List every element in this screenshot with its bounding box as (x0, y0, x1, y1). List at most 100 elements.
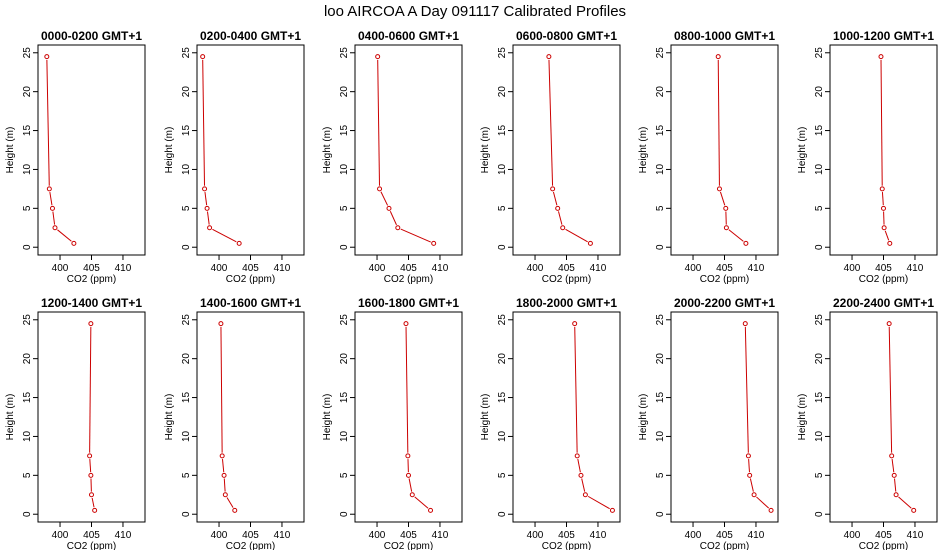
x-tick-label: 410 (432, 263, 449, 274)
x-tick-label: 410 (590, 263, 607, 274)
profile-line-segment (884, 230, 890, 241)
data-point (891, 472, 897, 478)
y-tick-label: 5 (655, 205, 666, 211)
y-tick-label: 15 (497, 125, 508, 137)
y-tick-label: 25 (814, 47, 825, 59)
data-point (89, 492, 94, 498)
x-tick-label: 405 (716, 263, 733, 274)
profile-line-segment (408, 478, 413, 492)
x-tick-label: 410 (274, 530, 291, 541)
data-point (87, 453, 93, 459)
data-point (403, 321, 409, 327)
x-axis-label: CO2 (ppm) (67, 274, 116, 285)
data-point (409, 492, 415, 498)
x-tick-label: 410 (115, 530, 132, 541)
data-point (881, 205, 886, 211)
x-tick-label: 400 (369, 530, 386, 541)
y-tick-label: 0 (814, 244, 825, 250)
profile-line-segment (574, 326, 578, 453)
profile-line-segment (548, 59, 554, 186)
y-tick-label: 5 (22, 472, 33, 478)
profile-line-segment (389, 211, 397, 226)
y-tick-label: 25 (22, 314, 33, 326)
profile-line-segment (220, 326, 223, 453)
y-tick-label: 10 (655, 163, 666, 175)
x-tick-label: 405 (242, 263, 259, 274)
x-axis-label: CO2 (ppm) (67, 541, 116, 550)
profile-line-segment (91, 497, 95, 508)
data-point (881, 225, 887, 231)
plot-frame (196, 44, 305, 256)
data-point (200, 54, 206, 60)
y-tick-label: 20 (22, 353, 33, 365)
data-point (560, 225, 566, 231)
panel-title: 0000-0200 GMT+1 (41, 29, 142, 43)
data-point (88, 472, 94, 478)
y-tick-label: 10 (339, 163, 350, 175)
data-point (747, 472, 753, 478)
panel-title: 1600-1800 GMT+1 (358, 296, 459, 310)
y-tick-label: 15 (814, 392, 825, 404)
data-point (52, 225, 58, 231)
x-axis-label: CO2 (ppm) (226, 274, 275, 285)
data-point (609, 507, 615, 513)
x-axis-label: CO2 (ppm) (700, 541, 749, 550)
y-axis-label: Height (m) (164, 394, 175, 441)
data-point (716, 186, 722, 192)
y-tick-label: 0 (655, 511, 666, 517)
x-axis-label: CO2 (ppm) (384, 541, 433, 550)
x-tick-label: 410 (748, 263, 765, 274)
y-axis-label: Height (m) (638, 394, 649, 441)
y-tick-label: 10 (22, 430, 33, 442)
profile-line-segment (405, 326, 409, 453)
data-point (395, 225, 401, 231)
y-tick-label: 25 (655, 314, 666, 326)
profile-line-segment (749, 478, 754, 492)
profile-line-segment (558, 211, 563, 225)
panel-title: 1200-1400 GMT+1 (41, 296, 142, 310)
x-tick-label: 400 (52, 263, 69, 274)
profile-line-segment (49, 191, 53, 206)
y-tick-label: 5 (181, 472, 192, 478)
x-axis-label: CO2 (ppm) (542, 274, 591, 285)
profile-line-segment (744, 326, 749, 453)
panel-title: 0600-0800 GMT+1 (516, 29, 617, 43)
data-point (768, 507, 774, 513)
profile-line-segment (888, 326, 893, 453)
profile-line-segment (894, 478, 897, 492)
y-tick-label: 0 (22, 244, 33, 250)
data-point (221, 472, 227, 478)
y-tick-label: 20 (814, 353, 825, 365)
data-point (204, 205, 210, 211)
y-tick-label: 20 (181, 353, 192, 365)
x-tick-label: 400 (369, 263, 386, 274)
x-tick-label: 405 (875, 530, 892, 541)
y-tick-label: 0 (339, 244, 350, 250)
profile-line-segment (719, 191, 726, 206)
plot-frame (354, 311, 463, 523)
data-point (555, 205, 561, 211)
y-tick-label: 0 (497, 511, 508, 517)
x-tick-label: 410 (432, 530, 449, 541)
panel-title: 0400-0600 GMT+1 (358, 29, 459, 43)
y-tick-label: 0 (22, 511, 33, 517)
profile-line-segment (587, 495, 610, 510)
y-axis-label: Height (m) (322, 127, 333, 174)
plot-frame (512, 44, 621, 256)
y-tick-label: 25 (339, 314, 350, 326)
profile-line-segment (728, 229, 744, 242)
data-point (431, 240, 437, 246)
y-tick-label: 15 (497, 392, 508, 404)
panel-title: 1400-1600 GMT+1 (200, 296, 301, 310)
data-point (218, 321, 224, 327)
data-point (219, 453, 225, 459)
y-axis-label: Height (m) (480, 394, 491, 441)
y-tick-label: 10 (814, 430, 825, 442)
x-tick-label: 410 (907, 530, 924, 541)
x-tick-label: 410 (274, 263, 291, 274)
panel-title: 0200-0400 GMT+1 (200, 29, 301, 43)
y-tick-label: 10 (181, 163, 192, 175)
